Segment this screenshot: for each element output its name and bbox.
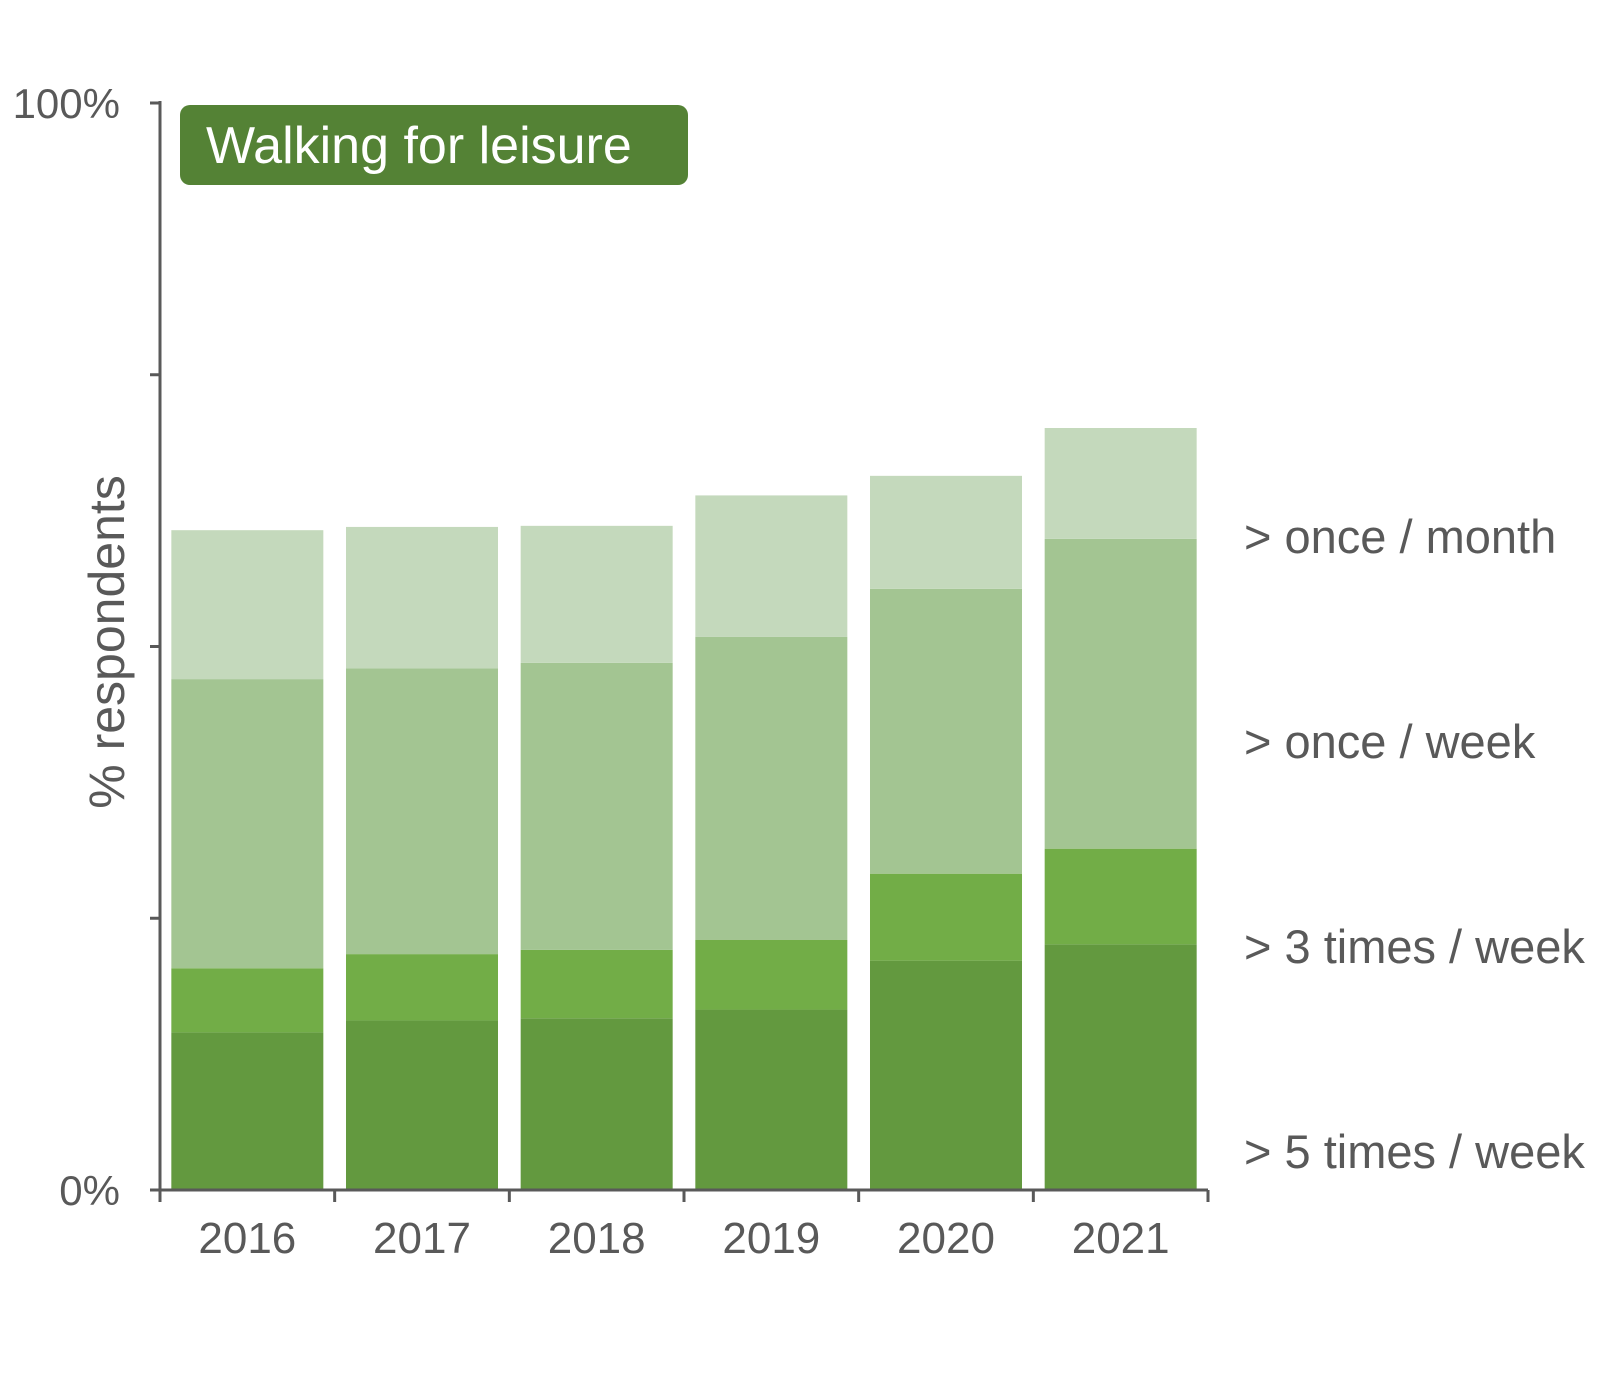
x-tick-label: 2016 — [198, 1214, 296, 1263]
chart-badge — [180, 105, 688, 185]
series-label: > 5 times / week — [1244, 1125, 1585, 1178]
bar-segment-2019-series-2 — [695, 939, 848, 1010]
bar-segment-2018-series-1 — [520, 1018, 673, 1190]
x-tick-label: 2020 — [897, 1214, 995, 1263]
y-axis-title: % respondents — [79, 475, 135, 809]
bar-segment-2021-series-3 — [1044, 538, 1197, 849]
series-label: > 3 times / week — [1244, 920, 1585, 973]
bar-segment-2018-series-4 — [520, 525, 673, 663]
x-tick-label: 2021 — [1072, 1214, 1170, 1263]
labels-layer: 2016 2017 2018 2019 2020 2021 0% 100% % responde… — [13, 80, 1586, 1263]
bar-segment-2019-series-3 — [695, 636, 848, 940]
series-label: > once / week — [1244, 715, 1536, 768]
bar-segment-2021-series-4 — [1044, 428, 1197, 539]
x-tick-label: 2019 — [722, 1214, 820, 1263]
bar-segment-2016-series-1 — [171, 1032, 324, 1190]
y-tick-label: 100% — [13, 80, 120, 127]
bar-segment-2018-series-3 — [520, 662, 673, 950]
bar-segment-2016-series-4 — [171, 530, 324, 680]
axes-layer — [150, 101, 1210, 1202]
series-label: > once / month — [1244, 510, 1556, 563]
bar-segment-2016-series-2 — [171, 968, 324, 1033]
y-tick-label: 0% — [59, 1167, 120, 1214]
bar-segment-2020-series-3 — [870, 588, 1022, 874]
bar-segment-2017-series-2 — [346, 954, 498, 1021]
x-tick-label: 2017 — [373, 1214, 471, 1263]
x-tick-label: 2018 — [548, 1214, 646, 1263]
bar-segment-2021-series-2 — [1044, 848, 1197, 945]
bar-segment-2020-series-2 — [870, 873, 1022, 961]
bar-segment-2016-series-3 — [171, 679, 324, 969]
chart-badge-label: Walking for leisure — [206, 117, 632, 175]
bar-segment-2019-series-1 — [695, 1009, 848, 1190]
bar-segment-2020-series-1 — [870, 960, 1022, 1190]
bar-segment-2019-series-4 — [695, 495, 848, 637]
bar-segment-2021-series-1 — [1044, 944, 1197, 1190]
bar-segment-2018-series-2 — [520, 949, 673, 1019]
bar-segment-2020-series-4 — [870, 475, 1022, 589]
bar-segment-2017-series-4 — [346, 526, 498, 669]
bar-segment-2017-series-3 — [346, 668, 498, 955]
bars-layer — [171, 428, 1197, 1190]
bar-segment-2017-series-1 — [346, 1020, 498, 1190]
